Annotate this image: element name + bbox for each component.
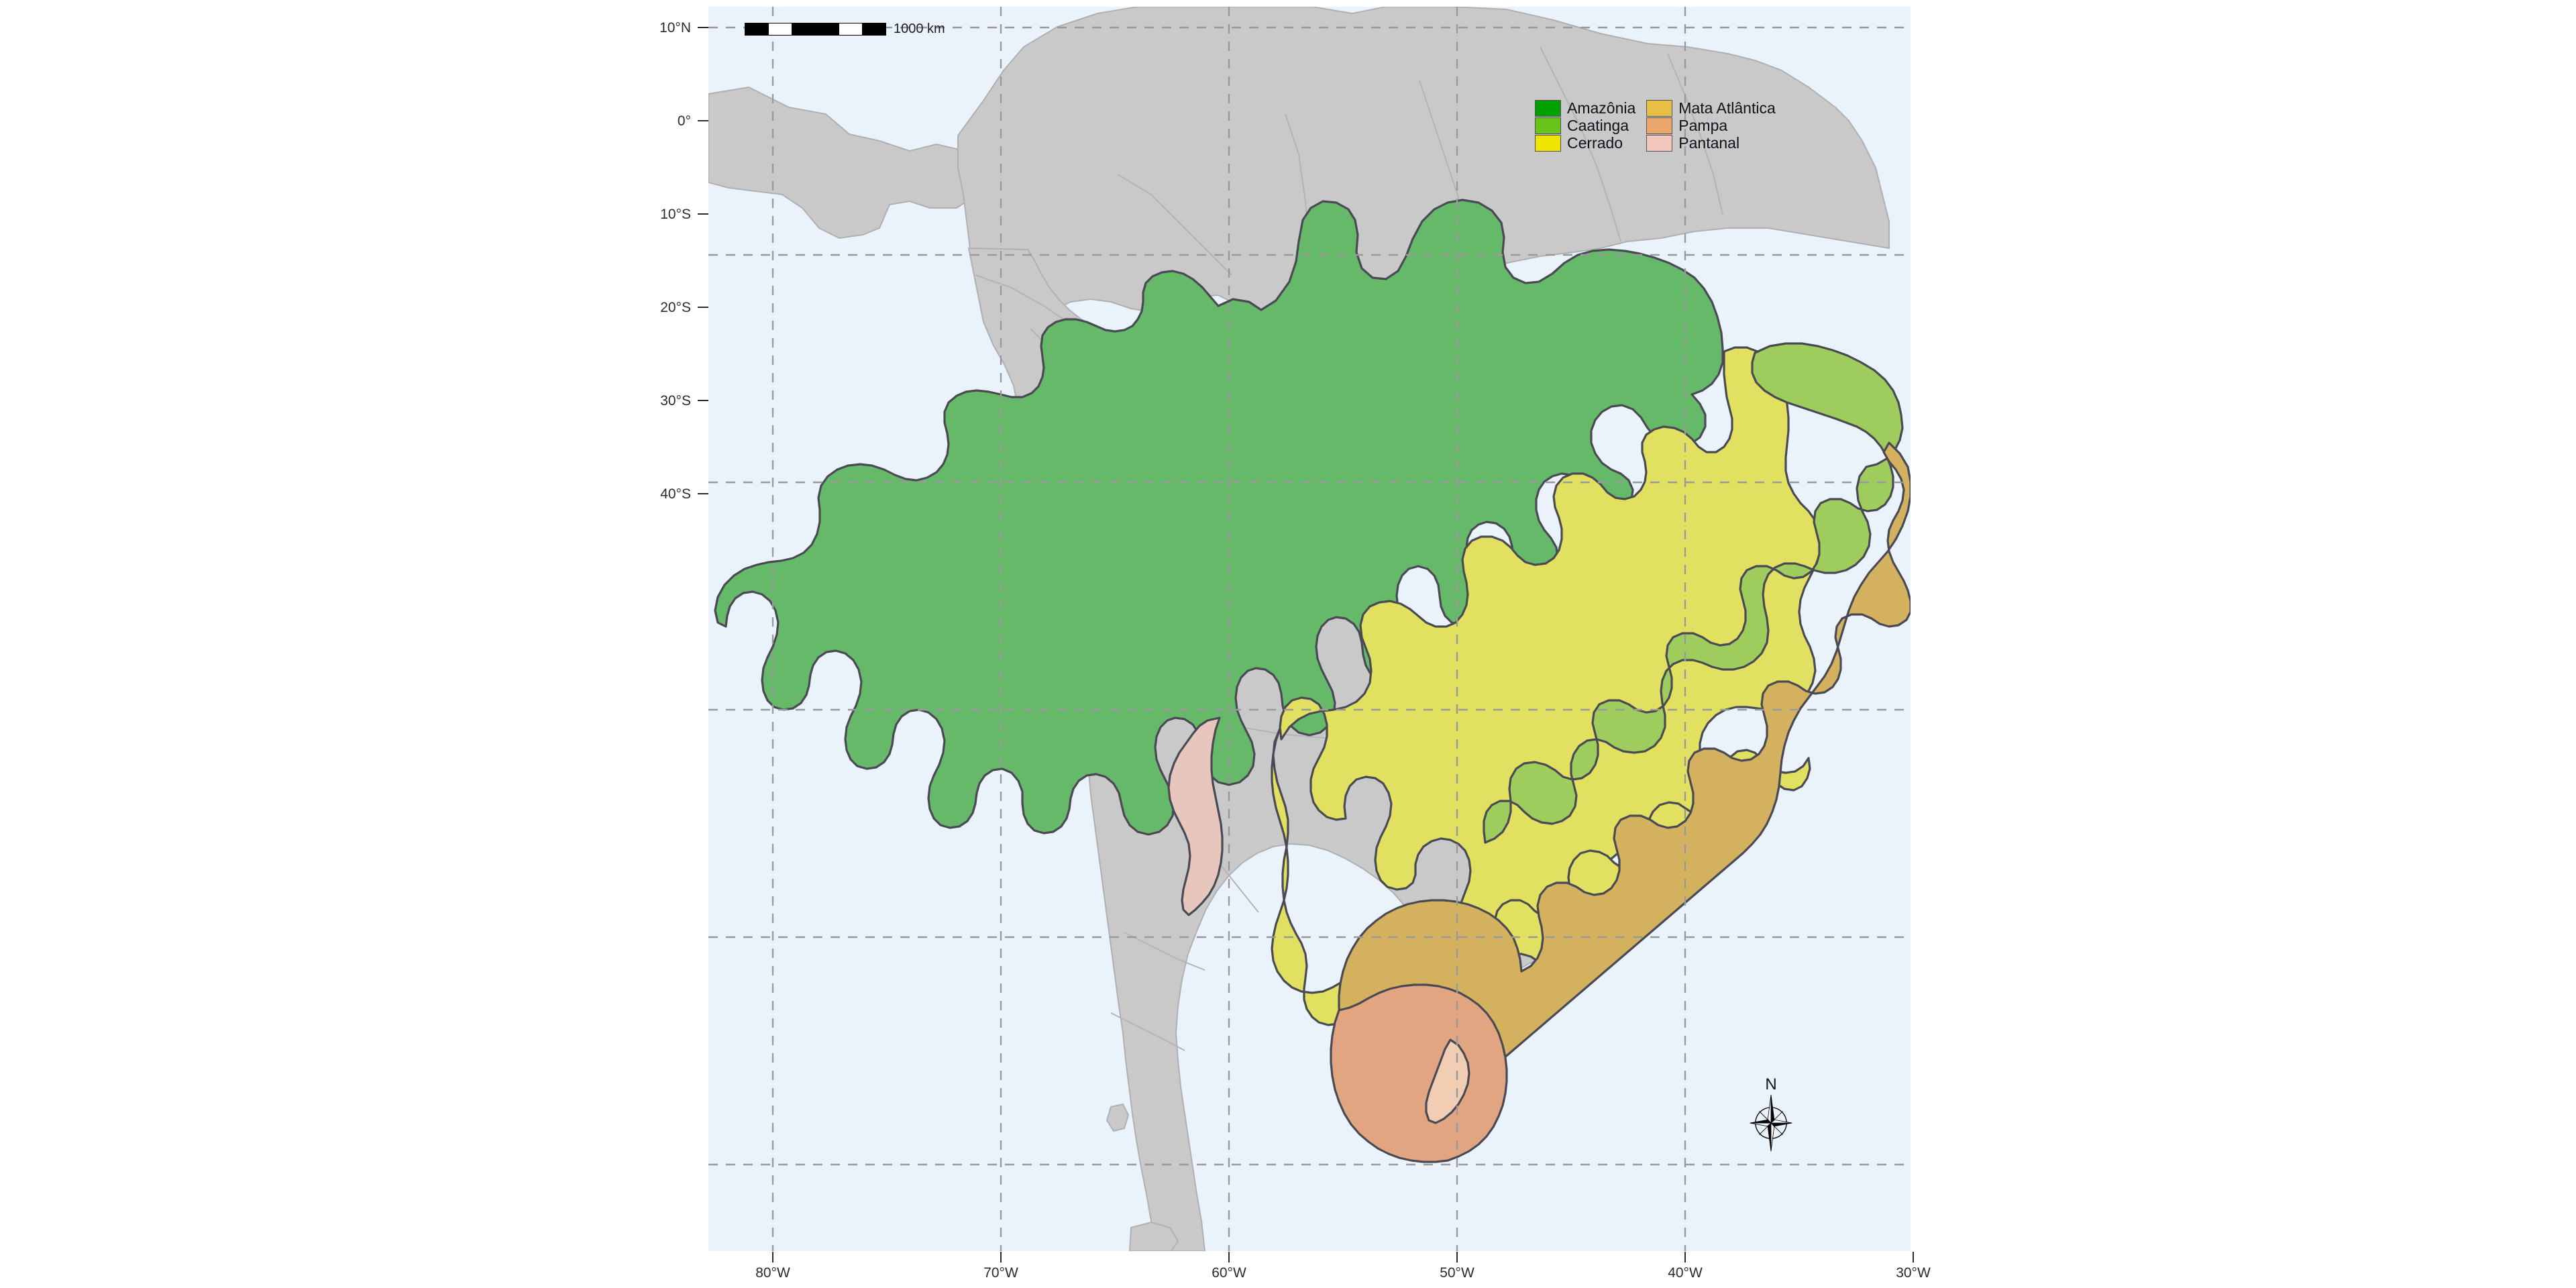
legend-swatch-pantanal (1646, 134, 1673, 152)
biome-pampa (1330, 983, 1508, 1163)
map-panel[interactable]: 1000 km Amazônia Caatinga Cerrado (708, 7, 1911, 1251)
legend-swatch-pampa (1646, 117, 1673, 134)
y-tick-label-0: 0° (677, 113, 691, 129)
scale-bar-segment (768, 23, 792, 36)
map-canvas[interactable] (708, 7, 1911, 1251)
x-tick-label-70w: 70°W (983, 1265, 1018, 1281)
scale-bar-label: 1000 km (894, 21, 945, 36)
legend-label-mata-atlantica: Mata Atlântica (1678, 99, 1776, 117)
y-tick-30s (698, 400, 708, 401)
y-tick-label-10n: 10°N (659, 20, 691, 36)
north-arrow: N (1739, 1077, 1803, 1152)
legend: Amazônia Caatinga Cerrado Mata Atlântica (1535, 99, 1776, 152)
x-tick-50w (1456, 1252, 1458, 1263)
legend-label-pantanal: Pantanal (1678, 133, 1740, 152)
y-tick-label-20s: 20°S (660, 300, 691, 315)
legend-swatch-mata-atlantica (1646, 99, 1673, 117)
legend-item-amazonia[interactable]: Amazônia (1535, 99, 1635, 117)
legend-item-pantanal[interactable]: Pantanal (1646, 134, 1775, 152)
legend-item-pampa[interactable]: Pampa (1646, 117, 1775, 134)
x-tick-30w (1913, 1252, 1914, 1263)
land-northern-andes (957, 7, 1890, 330)
x-tick-label-50w: 50°W (1440, 1265, 1474, 1281)
y-tick-0 (698, 120, 708, 121)
legend-swatch-caatinga (1535, 117, 1561, 134)
x-tick-label-80w: 80°W (755, 1265, 790, 1281)
legend-label-amazonia: Amazônia (1567, 99, 1636, 117)
legend-column-left: Amazônia Caatinga Cerrado (1535, 99, 1635, 152)
land-chiloe-island (1106, 1103, 1130, 1132)
y-tick-40s (698, 493, 708, 494)
biomes-layer[interactable] (714, 199, 1911, 1163)
y-tick-10n (698, 27, 708, 28)
y-tick-label-40s: 40°S (660, 486, 691, 502)
legend-item-cerrado[interactable]: Cerrado (1535, 134, 1635, 152)
biome-caatinga (1483, 342, 1904, 844)
legend-swatch-amazonia (1535, 99, 1561, 117)
x-tick-40w (1684, 1252, 1686, 1263)
legend-item-caatinga[interactable]: Caatinga (1535, 117, 1635, 134)
legend-column-right: Mata Atlântica Pampa Pantanal (1646, 99, 1776, 152)
x-tick-label-60w: 60°W (1212, 1265, 1246, 1281)
x-tick-label-40w: 40°W (1668, 1265, 1703, 1281)
y-tick-label-10s: 10°S (660, 207, 691, 222)
scale-bar-segment (745, 23, 769, 36)
y-tick-20s (698, 307, 708, 308)
legend-swatch-cerrado (1535, 134, 1561, 152)
scale-bar-segment (792, 23, 816, 36)
land-central-america (708, 86, 978, 239)
legend-label-cerrado: Cerrado (1567, 133, 1623, 152)
y-tick-label-30s: 30°S (660, 393, 691, 409)
legend-label-caatinga: Caatinga (1567, 116, 1629, 134)
legend-item-mata-atlantica[interactable]: Mata Atlântica (1646, 99, 1776, 117)
scale-bar: 1000 km (745, 21, 945, 37)
scale-bar-segment (862, 23, 886, 36)
north-label: N (1765, 1075, 1777, 1093)
x-tick-60w (1228, 1252, 1230, 1263)
biome-pampa-coastal-lagoon (1425, 1038, 1470, 1124)
compass-rose-icon (1750, 1094, 1792, 1152)
biome-mata-atlantica (1338, 441, 1911, 1092)
graticule-layer (708, 7, 1911, 1251)
x-tick-70w (1000, 1252, 1002, 1263)
biome-pantanal (1167, 716, 1224, 916)
legend-label-pampa: Pampa (1678, 116, 1728, 134)
scale-bar-segment (839, 23, 863, 36)
scale-bar-segment (815, 23, 839, 36)
y-tick-10s (698, 213, 708, 215)
x-tick-80w (772, 1252, 773, 1263)
x-tick-label-30w: 30°W (1896, 1265, 1931, 1281)
land-tierra-del-fuego (1128, 1221, 1179, 1251)
